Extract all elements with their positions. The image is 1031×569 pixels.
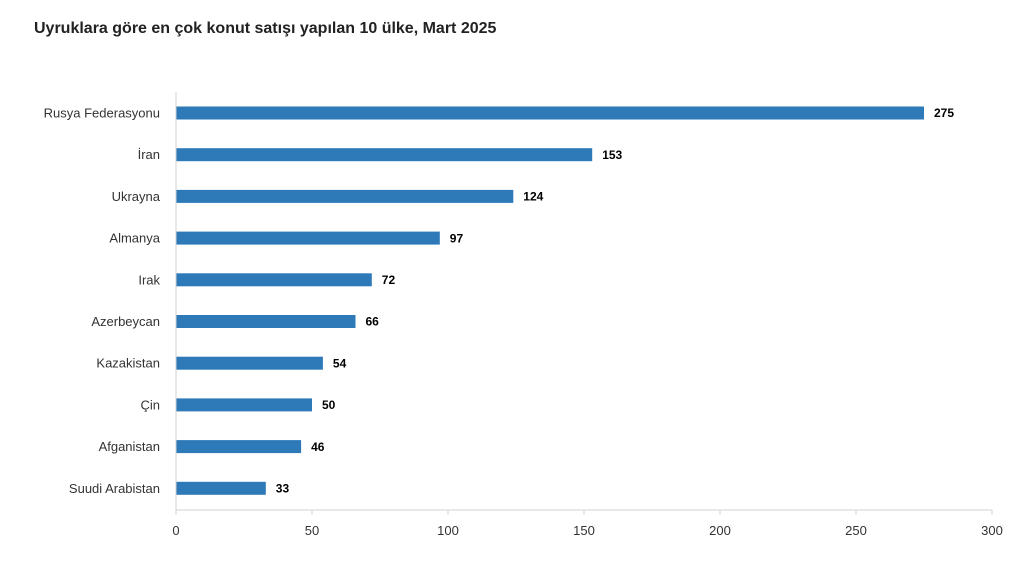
x-tick-label: 100 [437,523,459,538]
x-tick-label: 0 [172,523,179,538]
bars [176,106,924,495]
category-labels: Rusya Federasyonu İran Ukrayna Almanya Irak A… [44,106,161,496]
category-label: Almanya [109,231,160,246]
bar [176,148,593,162]
data-label: 33 [276,482,290,496]
data-label: 275 [934,106,954,120]
category-label: Azerbeycan [91,314,160,329]
data-label: 66 [366,315,380,329]
data-label: 50 [322,398,336,412]
category-label: Kazakistan [96,356,160,371]
bar [176,356,323,370]
x-ticks: 0 50 100 150 200 250 300 [172,510,1003,538]
data-label: 72 [382,273,396,287]
x-tick-label: 150 [573,523,595,538]
category-label: Rusya Federasyonu [44,106,160,121]
category-label: Afganistan [99,439,160,454]
data-label: 97 [450,231,464,245]
category-label: Irak [138,272,160,287]
chart-title: Uyruklara göre en çok konut satışı yapıl… [34,20,497,37]
bar [176,398,312,412]
x-tick-label: 300 [981,523,1003,538]
bar [176,273,372,287]
x-tick-label: 200 [709,523,731,538]
bar [176,440,302,454]
x-tick-label: 50 [305,523,319,538]
data-labels: 275 153 124 97 72 66 54 50 46 33 [276,106,955,495]
bar [176,106,924,120]
data-label: 46 [311,440,325,454]
data-label: 54 [333,356,347,370]
bar [176,481,266,495]
category-label: Ukrayna [112,189,161,204]
bar [176,189,514,203]
data-label: 124 [523,190,543,204]
category-label: İran [138,147,160,162]
category-label: Çin [140,397,160,412]
bar [176,231,440,245]
bar [176,315,356,328]
category-label: Suudi Arabistan [69,481,160,496]
data-label: 153 [602,148,622,162]
x-tick-label: 250 [845,523,867,538]
